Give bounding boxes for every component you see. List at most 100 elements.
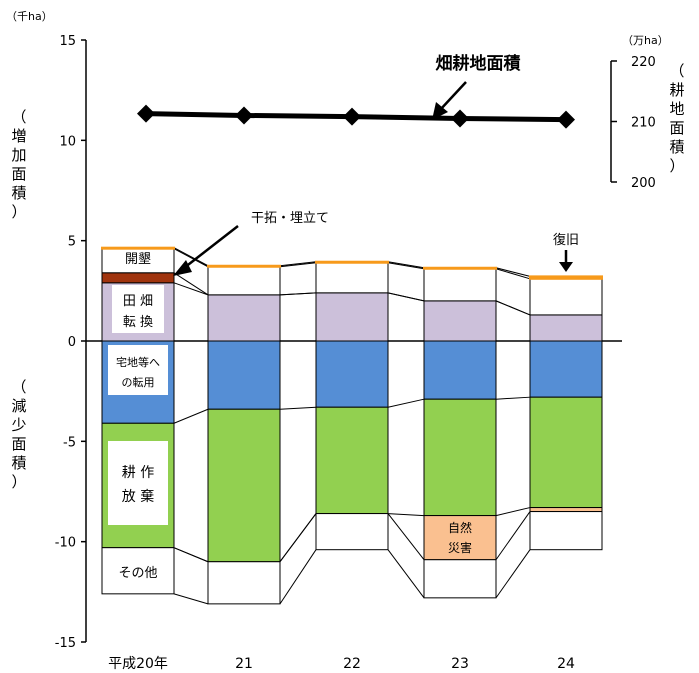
label-fukkyu: 復旧 — [553, 232, 579, 248]
bar-segment — [207, 408, 281, 563]
connector-line — [173, 408, 209, 424]
y-left-label-decrease: （減少面積） — [11, 378, 27, 491]
connector-line — [279, 406, 317, 410]
connector-line — [387, 262, 425, 270]
y-right-label: （耕地面積） — [669, 62, 685, 175]
connector-line — [279, 513, 317, 563]
bar-segment — [529, 275, 603, 280]
y-left-tick-label: -15 — [55, 636, 76, 651]
bar-segment — [529, 507, 603, 513]
label-takuchi-1: 宅地等へ — [116, 355, 160, 369]
bar-segment — [423, 515, 497, 561]
connector-line — [279, 262, 317, 268]
y-left-tick-label: 10 — [59, 134, 76, 149]
bar-segment — [207, 561, 281, 605]
bar-segment — [529, 314, 603, 342]
bar-segment — [207, 340, 281, 410]
bar-segment — [529, 340, 603, 398]
connector-line — [387, 292, 425, 302]
connector-line — [279, 292, 317, 296]
line-marker — [137, 104, 155, 123]
y-right-tick-label: 200 — [631, 176, 656, 191]
bar-segment — [423, 340, 497, 400]
y-left-tick-label: 15 — [59, 34, 76, 49]
line-marker — [235, 106, 253, 125]
y-left-tick-label: 5 — [68, 235, 76, 250]
connector-line — [387, 261, 425, 269]
y-left-label-increase: （増加面積） — [11, 108, 27, 221]
bar-segment — [101, 272, 175, 284]
label-kantaku: 干拓・埋立て — [251, 211, 329, 226]
connector-line — [495, 300, 531, 316]
bar-segment — [423, 266, 497, 270]
y-right-tick-label: 220 — [631, 55, 656, 70]
connector-line — [279, 261, 317, 267]
connector-line — [387, 513, 425, 517]
label-takuchi-2: の転用 — [122, 376, 155, 389]
bar-segment — [423, 559, 497, 599]
x-tick-label: 平成20年 — [108, 656, 168, 672]
label-saigai-2: 災害 — [448, 540, 472, 555]
y-right-tick-label: 210 — [631, 116, 656, 131]
connector-line — [495, 507, 531, 517]
bar-segment — [207, 294, 281, 342]
bar-segment — [529, 278, 603, 316]
right-axis-unit: （万ha） — [622, 34, 669, 47]
y-left-tick-label: -10 — [55, 536, 76, 551]
connector-line — [173, 593, 209, 605]
connector-line — [173, 248, 209, 268]
arrow-line — [439, 81, 467, 111]
connector-line — [387, 513, 425, 561]
connector-line — [495, 396, 531, 400]
label-denpata-2: 転 換 — [123, 315, 153, 330]
label-housou-2: 放 棄 — [122, 489, 154, 505]
bar-segment — [315, 513, 389, 551]
connector-line — [173, 272, 209, 296]
arrowhead-fukkyu — [559, 262, 573, 272]
arrowhead-kantaku — [173, 260, 192, 276]
x-tick-label: 22 — [343, 656, 361, 672]
x-tick-label: 23 — [451, 656, 469, 672]
arrowhead-line — [432, 102, 448, 120]
bar-segment — [529, 396, 603, 509]
label-sonota: その他 — [118, 566, 157, 581]
arrow-kantaku — [183, 225, 239, 269]
label-saigai-1: 自然 — [448, 520, 472, 535]
bar-segment — [101, 547, 175, 595]
connector-line — [173, 547, 209, 563]
bar-segment — [423, 268, 497, 302]
label-box-takuchi — [108, 345, 168, 395]
line-marker — [451, 109, 469, 128]
line-marker — [557, 110, 575, 129]
y-left-tick-label: -5 — [63, 435, 76, 450]
bar-segment — [315, 292, 389, 342]
label-line: 畑耕地面積 — [436, 53, 522, 74]
label-kaikon: 開墾 — [125, 251, 151, 267]
x-tick-label: 21 — [235, 656, 253, 672]
connector-line — [173, 282, 209, 296]
connector-line — [173, 247, 209, 267]
x-tick-label: 24 — [557, 656, 575, 672]
bar-segment — [423, 398, 497, 517]
connector-line — [495, 511, 531, 561]
connector-line — [279, 549, 317, 605]
bar-segment — [101, 246, 175, 250]
connector-line — [387, 549, 425, 599]
label-denpata-1: 田 畑 — [123, 294, 153, 309]
y-left-tick-label: 0 — [68, 335, 76, 350]
label-housou-1: 耕 作 — [122, 464, 154, 481]
bar-segment — [315, 406, 389, 515]
bar-segment — [207, 266, 281, 296]
bar-segment — [315, 262, 389, 294]
label-box-housou — [108, 441, 168, 525]
connector-line — [495, 267, 531, 277]
bar-segment — [423, 300, 497, 342]
connector-line — [495, 549, 531, 599]
connector-line — [387, 398, 425, 408]
line-marker — [343, 107, 361, 126]
left-axis-unit: （千ha） — [6, 10, 53, 23]
bar-segment — [315, 260, 389, 264]
bar-segment — [529, 511, 603, 551]
label-box-denpata — [112, 285, 164, 333]
